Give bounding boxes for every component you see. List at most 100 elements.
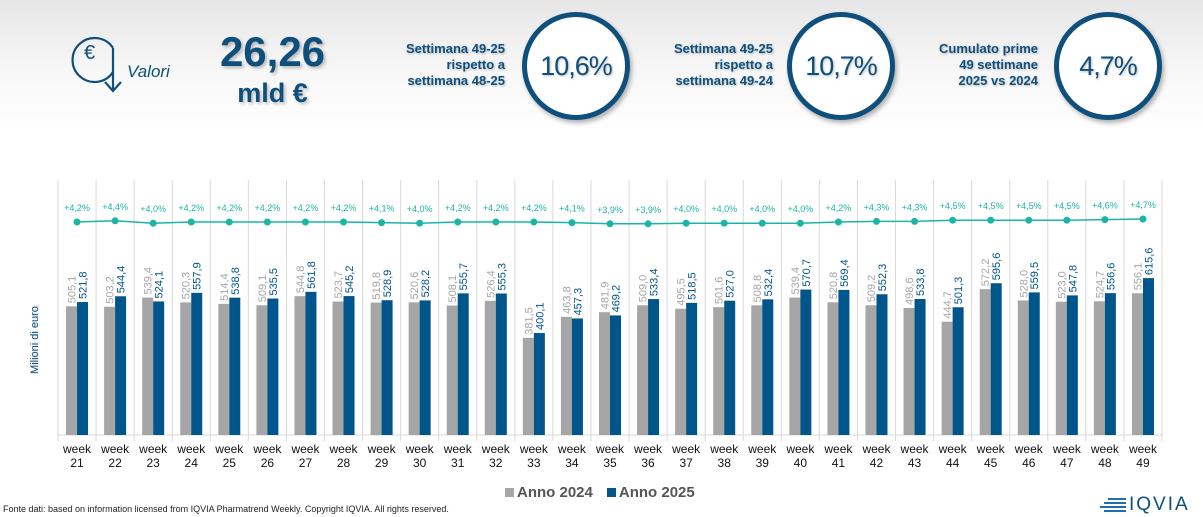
x-tick-label: week [138,442,168,456]
bar-2024 [941,321,953,435]
x-tick-label: week [595,442,625,456]
x-tick-number: 37 [679,456,693,470]
bar-2024 [522,337,534,435]
growth-label: +4,0% [749,204,775,214]
x-tick-number: 48 [1098,456,1112,470]
x-tick-label: week [1128,442,1158,456]
x-tick-number: 33 [527,456,541,470]
data-label-2024: 523,0 [1056,271,1068,299]
x-tick-number: 24 [185,456,199,470]
x-tick-label: week [1014,442,1044,456]
x-tick-number: 38 [718,456,732,470]
growth-point [416,219,424,227]
bar-2025 [838,289,850,435]
x-tick-label: week [100,442,130,456]
growth-point [834,218,842,226]
data-label-2024: 520,3 [181,272,193,300]
bar-2024 [1055,301,1067,435]
bar-2024 [332,301,344,435]
bar-2024 [180,302,192,435]
bar-2024 [1131,293,1143,435]
data-label-2025: 501,3 [953,277,965,305]
x-tick-label: week [976,442,1006,456]
x-tick-label: week [329,442,359,456]
data-label-2025: 557,9 [192,262,204,290]
growth-label: +4,2% [331,203,357,213]
data-label-2025: 528,2 [420,270,432,298]
legend-label: Anno 2025 [618,484,695,501]
data-label-2024: 526,4 [485,270,497,298]
kpi-circle-cumulative: 4,7% [1054,12,1162,120]
data-label-2025: 555,3 [496,263,508,291]
kpi-label-line: settimana 48-25 [407,73,505,88]
x-tick-label: week [709,442,739,456]
x-tick-label: week [900,442,930,456]
growth-point [911,217,919,225]
bar-2025 [800,289,812,435]
bar-2025 [1028,292,1040,435]
bar-2025 [686,302,698,435]
svg-text:€: € [84,42,95,64]
growth-point [568,219,576,227]
x-tick-number: 42 [870,456,884,470]
data-label-2024: 495,5 [676,278,688,306]
data-label-2025: 457,3 [572,288,584,316]
data-label-2025: 544,4 [116,266,128,294]
x-tick-number: 41 [832,456,846,470]
bar-2024 [865,305,877,435]
growth-point [340,218,348,226]
bar-2025 [115,296,127,435]
x-tick-number: 49 [1136,456,1150,470]
kpi-label-line: 2025 vs 2024 [958,73,1038,88]
x-tick-label: week [252,442,282,456]
x-tick-label: week [519,442,549,456]
x-tick-number: 21 [70,456,84,470]
data-label-2024: 544,8 [295,266,307,294]
total-unit: mld € [237,78,308,108]
bar-2025 [419,300,431,435]
growth-point [872,217,880,225]
x-tick-label: week [1090,442,1120,456]
data-label-2024: 463,8 [561,286,573,314]
bar-2024 [294,296,306,435]
bar-2025 [571,318,583,435]
x-tick-label: week [861,442,891,456]
growth-label: +3,9% [597,205,623,215]
data-label-2024: 520,6 [409,272,421,300]
bar-2024 [637,305,649,435]
x-tick-label: week [1052,442,1082,456]
growth-point [987,216,995,224]
growth-label: +4,2% [178,203,204,213]
growth-point [301,218,309,226]
x-tick-label: week [785,442,815,456]
growth-point [1025,216,1033,224]
data-label-2025: 545,2 [344,266,356,294]
bar-2024 [751,305,763,435]
bar-2024 [713,307,725,435]
x-tick-label: week [405,442,435,456]
x-tick-number: 43 [908,456,922,470]
total-value: 26,26 [219,28,326,75]
growth-point [492,218,500,226]
kpi-circle-week-vs-prev-week: 10,6% [522,12,630,120]
x-tick-number: 23 [146,456,160,470]
growth-point [149,219,157,227]
growth-label: +4,5% [1016,201,1042,211]
growth-point [187,218,195,226]
x-tick-label: week [290,442,320,456]
bar-2025 [876,294,888,435]
x-tick-number: 29 [375,456,389,470]
x-tick-label: week [443,442,473,456]
data-label-2024: 481,9 [600,282,612,310]
bar-2024 [370,302,382,435]
bar-2025 [495,293,507,435]
data-label-2025: 570,7 [801,259,813,287]
bar-2025 [952,307,964,435]
data-label-2024: 523,7 [333,271,345,299]
growth-point [530,218,538,226]
bar-2024 [484,300,496,435]
growth-point [720,219,728,227]
kpi-label-line: Settimana 49-25 [406,41,505,56]
x-tick-label: week [633,442,663,456]
data-label-2025: 524,1 [154,271,166,299]
